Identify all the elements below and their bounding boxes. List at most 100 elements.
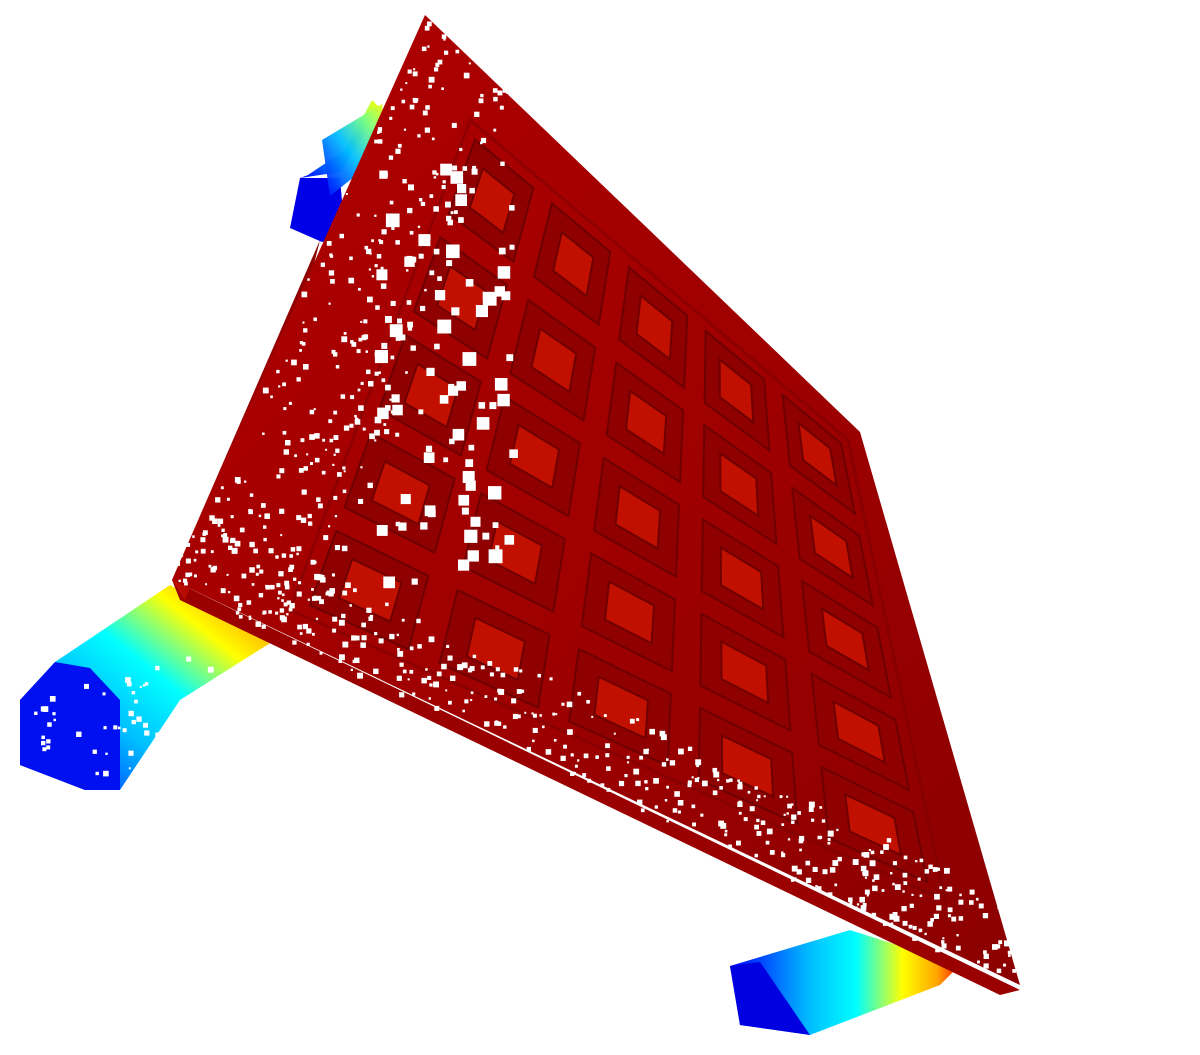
point-gap [694,777,699,783]
point-gap [427,45,430,48]
point-gap [358,287,361,291]
point-gap [435,172,439,176]
point-gap [208,564,212,568]
point-gap [1001,894,1004,897]
point-gap [49,696,56,702]
point-gap [583,753,589,759]
point-gap [186,656,192,662]
point-gap [228,545,233,550]
point-gap [371,239,374,243]
point-gap [442,180,446,184]
point-gap [333,495,338,500]
point-gap [433,206,439,212]
point-gap [412,97,417,102]
point-gap [289,564,295,570]
point-gap [519,669,523,673]
point-gap [373,668,379,674]
point-gap [177,749,184,756]
point-gap [407,326,413,331]
point-gap [482,532,490,540]
point-gap [391,394,400,403]
point-gap [402,669,407,674]
point-gap [369,614,374,619]
point-gap [277,597,280,600]
point-gap [434,705,440,711]
point-gap [480,137,487,144]
point-gap [188,724,194,729]
point-gap [982,913,989,919]
point-gap [283,449,289,455]
point-gap [220,588,226,594]
point-gap [1009,906,1015,913]
point-gap [262,610,267,615]
point-gap [493,128,497,132]
point-gap [862,870,869,877]
point-gap [368,268,371,271]
point-gap [308,521,313,526]
point-gap [700,813,704,817]
point-gap [484,721,490,727]
point-cloud-gaps [34,21,1041,974]
lattice-cell-inner [635,293,674,362]
point-gap [300,517,307,523]
point-gap [144,730,150,736]
point-gap [282,593,285,597]
point-gap [314,433,320,439]
point-gap [407,69,412,74]
point-gap [728,844,732,849]
point-gap [397,651,404,657]
point-gap [437,276,442,281]
point-gap [924,932,927,936]
point-gap [894,884,901,890]
point-gap [303,466,308,471]
point-gap [512,713,518,719]
point-gap [258,593,264,598]
point-gap [238,614,243,619]
point-gap [313,408,316,411]
point-gap [144,682,149,686]
point-gap [395,432,400,437]
point-gap [992,944,998,950]
point-gap [560,755,566,761]
point-gap [316,497,321,502]
point-gap [376,254,382,259]
point-gap [837,856,842,862]
point-gap [781,853,786,858]
lattice-cell-inner [370,459,431,526]
point-gap [341,613,346,619]
point-gap [296,515,302,521]
point-gap [333,435,339,440]
point-gap [464,699,469,704]
point-gap [503,725,507,729]
point-gap [207,723,210,726]
point-gap [328,270,335,276]
point-gap [309,409,315,415]
point-gap [639,755,643,760]
point-gap [435,62,440,67]
point-gap [947,886,953,892]
point-gap [329,253,333,257]
point-gap [446,215,452,222]
point-gap [893,915,900,922]
point-gap [244,480,247,483]
point-gap [350,395,355,400]
point-gap [712,767,718,773]
point-gap [570,753,574,757]
point-gap [376,525,388,536]
point-gap [738,781,743,786]
point-gap [462,471,475,483]
point-gap [193,558,197,562]
point-gap [338,659,343,663]
point-gap [794,877,797,880]
point-gap [263,525,267,529]
point-gap [338,619,345,626]
point-gap [836,828,839,832]
point-gap [396,675,402,681]
point-gap [443,457,449,463]
point-gap [805,860,811,866]
point-gap [832,860,839,866]
point-gap [935,947,941,953]
point-gap [102,692,106,696]
point-gap [595,755,599,759]
point-gap [450,171,464,184]
